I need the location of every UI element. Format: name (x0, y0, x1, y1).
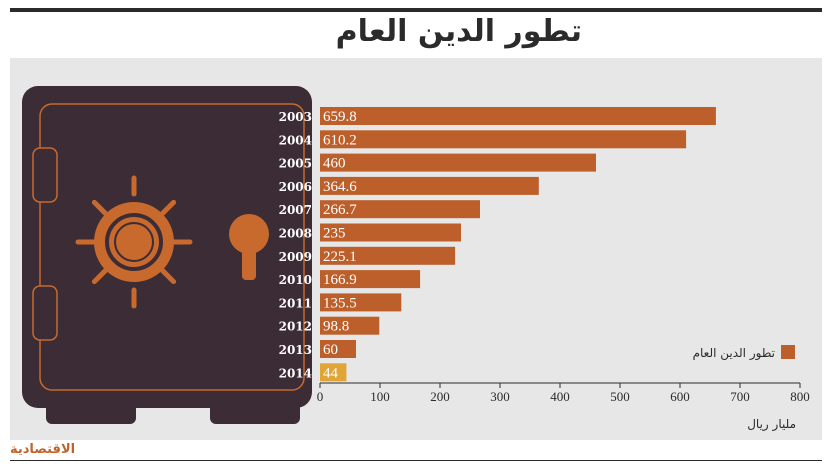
safe-illustration (22, 86, 312, 424)
x-tick-label: 600 (670, 389, 690, 404)
bar (320, 130, 687, 149)
legend: تطور الدين العام (693, 345, 795, 361)
category-label: 2007 (279, 203, 312, 217)
keyhole-top (229, 214, 269, 254)
bar-group: 659.8 2003 610.2 2004 460 2005 364.6 2006 266.7 2… (279, 107, 716, 382)
bar-value-label: 225.1 (323, 249, 357, 265)
category-label: 2009 (279, 250, 312, 264)
x-tick-label: 400 (550, 389, 570, 404)
x-tick-label: 700 (730, 389, 750, 404)
bar-value-label: 235 (323, 226, 346, 242)
safe-door-outline (39, 103, 305, 391)
x-axis: 0 100 200 300 400 500 600 700 800 مليار ريال (317, 382, 810, 432)
bar (320, 270, 421, 289)
x-tick-label: 200 (430, 389, 450, 404)
category-label: 2008 (279, 227, 312, 241)
chart-title: تطور الدين العام (335, 14, 582, 49)
bar-value-label: 266.7 (323, 202, 357, 218)
top-rule (10, 8, 822, 12)
bar-value-label: 98.8 (323, 319, 349, 335)
bar (320, 176, 539, 195)
x-tick-label: 800 (790, 389, 810, 404)
bar-value-label: 364.6 (323, 179, 357, 195)
bar-value-label: 166.9 (323, 272, 357, 288)
keyhole-stem (242, 244, 256, 280)
bar (320, 107, 716, 125)
dial-ring (105, 213, 163, 271)
category-label: 2013 (279, 343, 312, 357)
category-label: 2003 (279, 110, 312, 124)
bar (320, 153, 596, 172)
x-tick-label: 100 (370, 389, 390, 404)
bar (320, 200, 480, 219)
bar-value-label: 60 (323, 342, 338, 358)
x-tick-label: 300 (490, 389, 510, 404)
x-axis-label: مليار ريال (747, 417, 796, 432)
dial-inner (114, 222, 154, 262)
x-tick-label: 500 (610, 389, 630, 404)
category-label: 2004 (279, 133, 312, 147)
bar-value-label: 44 (323, 365, 339, 381)
category-label: 2012 (279, 320, 312, 334)
x-tick-label: 0 (317, 389, 324, 404)
bar-value-label: 460 (323, 156, 346, 172)
legend-swatch (781, 345, 795, 359)
bar-value-label: 135.5 (323, 295, 357, 311)
bar-value-label: 610.2 (323, 132, 357, 148)
category-label: 2014 (279, 366, 312, 380)
category-label: 2010 (279, 273, 312, 287)
category-label: 2005 (279, 157, 312, 171)
bar (320, 340, 356, 358)
dial-ticks (75, 175, 193, 309)
bar (320, 246, 456, 265)
bar (320, 293, 402, 312)
legend-label: تطور الدين العام (693, 346, 775, 361)
bar-value-label: 659.8 (323, 109, 357, 125)
category-label: 2011 (279, 296, 312, 310)
bar (320, 223, 461, 242)
bottom-rule (10, 460, 822, 461)
brand-logo-text: الاقتصادية (10, 442, 76, 457)
bar (320, 316, 380, 335)
bar (320, 363, 347, 382)
safe-hinge-bottom (32, 285, 58, 341)
category-label: 2006 (279, 180, 312, 194)
safe-hinge-top (32, 147, 58, 203)
